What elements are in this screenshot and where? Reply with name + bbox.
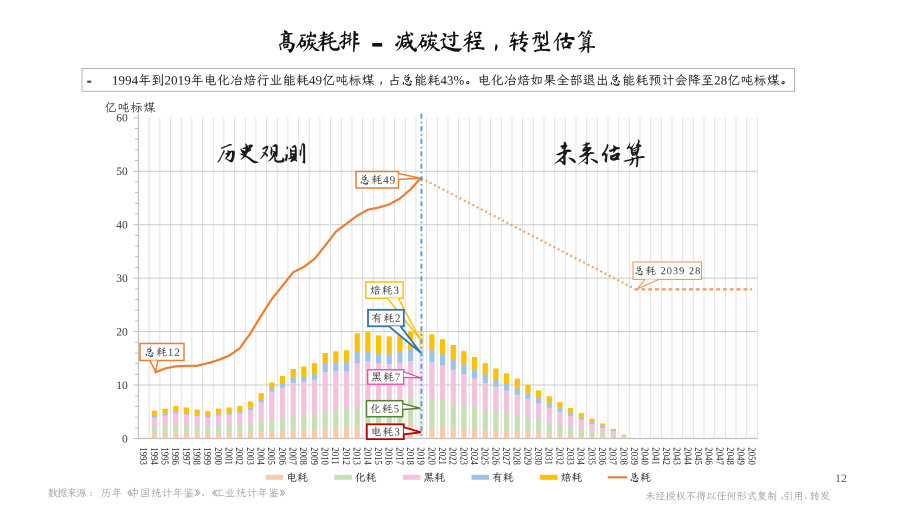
- svg-text:2022: 2022: [447, 447, 459, 465]
- svg-text:2045: 2045: [692, 447, 704, 465]
- svg-text:1994: 1994: [148, 447, 160, 465]
- svg-text:2029: 2029: [521, 447, 533, 465]
- svg-text:2031: 2031: [543, 447, 555, 465]
- svg-text:2033: 2033: [564, 447, 576, 465]
- svg-text:2030: 2030: [532, 447, 544, 465]
- svg-text:2007: 2007: [287, 447, 299, 465]
- svg-text:2049: 2049: [735, 447, 747, 465]
- svg-text:2038: 2038: [617, 447, 629, 465]
- svg-text:2027: 2027: [500, 447, 512, 465]
- svg-text:2036: 2036: [596, 447, 608, 465]
- svg-text:1995: 1995: [159, 447, 171, 465]
- svg-text:2019: 2019: [415, 447, 427, 465]
- svg-text:12: 12: [835, 471, 847, 485]
- svg-text:2015: 2015: [372, 447, 384, 465]
- svg-text:2048: 2048: [724, 447, 736, 465]
- svg-text:2012: 2012: [340, 447, 352, 465]
- svg-text:1999: 1999: [201, 447, 213, 465]
- svg-text:2021: 2021: [436, 447, 448, 465]
- svg-text:2026: 2026: [489, 447, 501, 465]
- svg-text:2018: 2018: [404, 447, 416, 465]
- svg-text:2044: 2044: [681, 447, 693, 465]
- svg-text:1997: 1997: [180, 447, 192, 465]
- svg-text:2014: 2014: [361, 447, 373, 465]
- svg-text:2001: 2001: [223, 447, 235, 465]
- svg-text:2020: 2020: [425, 447, 437, 465]
- svg-text:30: 30: [116, 273, 128, 285]
- svg-text:50: 50: [116, 166, 128, 178]
- svg-text:2028: 2028: [511, 447, 523, 465]
- svg-text:2040: 2040: [639, 447, 651, 465]
- svg-text:2032: 2032: [553, 447, 565, 465]
- svg-text:2046: 2046: [703, 447, 715, 465]
- svg-text:2050: 2050: [745, 447, 757, 465]
- svg-text:40: 40: [116, 220, 128, 232]
- svg-text:2025: 2025: [479, 447, 491, 465]
- svg-text:20: 20: [116, 327, 128, 339]
- svg-text:2034: 2034: [575, 447, 587, 465]
- svg-text:10: 10: [116, 380, 128, 392]
- svg-text:2004: 2004: [255, 447, 267, 465]
- svg-text:2023: 2023: [457, 447, 469, 465]
- svg-text:2010: 2010: [319, 447, 331, 465]
- svg-text:2000: 2000: [212, 447, 224, 465]
- svg-text:2042: 2042: [660, 447, 672, 465]
- svg-text:2006: 2006: [276, 447, 288, 465]
- svg-text:2017: 2017: [393, 447, 405, 465]
- svg-text:2005: 2005: [265, 447, 277, 465]
- svg-text:2024: 2024: [468, 447, 480, 465]
- svg-text:2013: 2013: [351, 447, 363, 465]
- svg-text:1993: 1993: [137, 447, 149, 465]
- svg-text:2043: 2043: [671, 447, 683, 465]
- svg-text:2016: 2016: [383, 447, 395, 465]
- svg-text:2008: 2008: [297, 447, 309, 465]
- svg-text:2041: 2041: [649, 447, 661, 465]
- svg-text:60: 60: [116, 113, 128, 125]
- svg-text:2047: 2047: [713, 447, 725, 465]
- svg-text:2009: 2009: [308, 447, 320, 465]
- svg-text:2002: 2002: [233, 447, 245, 465]
- svg-text:1998: 1998: [191, 447, 203, 465]
- svg-text:2039: 2039: [628, 447, 640, 465]
- svg-text:2003: 2003: [244, 447, 256, 465]
- svg-text:1996: 1996: [169, 447, 181, 465]
- svg-text:2037: 2037: [607, 447, 619, 465]
- svg-text:0: 0: [122, 433, 128, 445]
- svg-text:2011: 2011: [329, 447, 341, 465]
- svg-text:2035: 2035: [585, 447, 597, 465]
